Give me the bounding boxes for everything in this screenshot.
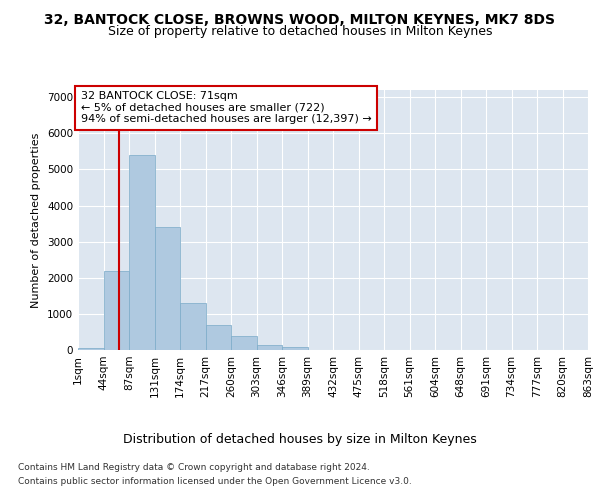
Bar (180, 303, 205, 350)
Bar (231, 336, 257, 350)
Text: Contains public sector information licensed under the Open Government Licence v3: Contains public sector information licen… (18, 478, 412, 486)
Bar (257, 344, 282, 350)
Bar (104, 270, 129, 350)
Text: Distribution of detached houses by size in Milton Keynes: Distribution of detached houses by size … (123, 432, 477, 446)
Bar (78, 348, 104, 350)
Y-axis label: Number of detached properties: Number of detached properties (31, 132, 41, 308)
Text: 32, BANTOCK CLOSE, BROWNS WOOD, MILTON KEYNES, MK7 8DS: 32, BANTOCK CLOSE, BROWNS WOOD, MILTON K… (44, 12, 556, 26)
Bar (129, 155, 155, 350)
Bar (282, 346, 308, 350)
Bar (155, 227, 180, 350)
Text: Size of property relative to detached houses in Milton Keynes: Size of property relative to detached ho… (108, 25, 492, 38)
Text: 32 BANTOCK CLOSE: 71sqm
← 5% of detached houses are smaller (722)
94% of semi-de: 32 BANTOCK CLOSE: 71sqm ← 5% of detached… (80, 92, 371, 124)
Bar (205, 324, 231, 350)
Text: Contains HM Land Registry data © Crown copyright and database right 2024.: Contains HM Land Registry data © Crown c… (18, 462, 370, 471)
